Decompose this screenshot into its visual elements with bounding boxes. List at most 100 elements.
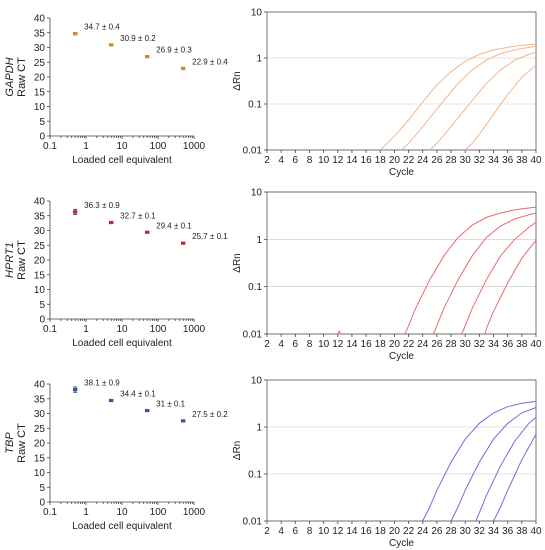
x-tick-label: 1	[83, 141, 89, 152]
y-tick-label: 0.1	[248, 100, 262, 111]
y-tick-label: 30	[34, 409, 46, 420]
x-tick-label: 18	[375, 526, 387, 537]
x-tick-label: 12	[332, 339, 344, 350]
x-tick-label: 36	[502, 526, 514, 537]
x-tick-label: 40	[530, 155, 542, 166]
y-axis-label: ΔRn	[232, 441, 243, 460]
x-tick-label: 20	[389, 155, 401, 166]
data-label: 25.7 ± 0.1	[192, 232, 228, 241]
x-tick-label: 0.1	[43, 141, 57, 152]
x-axis-label: Loaded cell equivalent	[72, 521, 172, 532]
data-point	[144, 230, 150, 234]
x-tick-label: 2	[264, 155, 270, 166]
data-point	[72, 32, 78, 36]
amplification-curve-2	[450, 407, 537, 522]
data-label: 34.7 ± 0.4	[84, 23, 120, 32]
x-tick-label: 2	[264, 526, 270, 537]
x-tick-label: 22	[403, 155, 415, 166]
data-label: 36.3 ± 0.9	[84, 201, 120, 210]
x-tick-label: 24	[417, 526, 429, 537]
ct-panel-hprt1: 0 5 10 15 20 25 30 35 40 0.1 1 10 100 1000 Loaded cell…	[4, 197, 228, 350]
x-axis-label: Cycle	[389, 167, 414, 178]
x-tick-label: 16	[361, 526, 373, 537]
x-tick-label: 22	[403, 526, 415, 537]
data-point	[144, 55, 150, 59]
amplification-curve-4	[464, 64, 537, 151]
y-tick-label: 20	[34, 439, 46, 450]
x-tick-label: 12	[332, 526, 344, 537]
y-axis-label: ΔRn	[232, 253, 243, 272]
y-tick-label: 40	[34, 197, 46, 208]
x-tick-label: 1000	[183, 507, 206, 518]
x-tick-label: 10	[116, 141, 128, 152]
y-tick-label: 1	[256, 423, 262, 434]
amplification-curve-3	[461, 221, 537, 335]
gene-label: HPRT1	[4, 242, 16, 278]
y-tick-label: 10	[251, 8, 263, 19]
x-tick-label: 38	[516, 339, 528, 350]
x-tick-label: 40	[530, 339, 542, 350]
y-tick-label: 25	[34, 58, 46, 69]
y-tick-label: 0	[39, 132, 45, 143]
data-point	[180, 241, 186, 245]
x-tick-label: 16	[361, 339, 373, 350]
x-axis-label: Loaded cell equivalent	[72, 155, 172, 166]
amplification-curve-3	[475, 417, 537, 522]
x-tick-label: 20	[389, 339, 401, 350]
ct-panel-gapdh: 0 5 10 15 20 25 30 35 40 0.1 1 10 100 1000 Loaded cell…	[4, 14, 228, 167]
y-tick-label: 10	[34, 285, 46, 296]
y-axis-label: Raw CT	[16, 240, 28, 280]
x-tick-label: 28	[445, 339, 457, 350]
x-tick-label: 18	[375, 339, 387, 350]
y-axis-label: ΔRn	[232, 71, 243, 90]
y-tick-label: 20	[34, 256, 46, 267]
x-tick-label: 4	[278, 526, 284, 537]
y-tick-label: 10	[34, 468, 46, 479]
data-point	[180, 419, 186, 423]
y-tick-label: 5	[39, 117, 45, 128]
y-tick-label: 20	[34, 73, 46, 84]
x-tick-label: 0.1	[43, 507, 57, 518]
data-point	[108, 220, 114, 225]
x-tick-label: 6	[293, 155, 299, 166]
data-label: 32.7 ± 0.1	[120, 212, 156, 221]
x-tick-label: 6	[293, 526, 299, 537]
x-tick-label: 14	[346, 339, 358, 350]
x-tick-label: 30	[460, 339, 472, 350]
amplification-curve-2	[401, 45, 537, 151]
x-tick-label: 1000	[183, 141, 206, 152]
y-tick-label: 10	[34, 102, 46, 113]
y-axis-label: Raw CT	[16, 423, 28, 463]
y-tick-label: 0.1	[248, 470, 262, 481]
x-tick-label: 10	[318, 526, 330, 537]
x-tick-label: 16	[361, 155, 373, 166]
y-axis-label: Raw CT	[16, 57, 28, 97]
x-tick-label: 14	[346, 526, 358, 537]
y-tick-label: 15	[34, 270, 46, 281]
x-tick-label: 100	[150, 507, 167, 518]
x-tick-label: 32	[474, 526, 486, 537]
amplification-curve-4	[493, 434, 537, 522]
y-tick-label: 15	[34, 453, 46, 464]
x-tick-label: 8	[307, 526, 313, 537]
x-axis-label: Cycle	[389, 538, 414, 549]
data-point	[108, 43, 114, 47]
y-tick-label: 0.1	[248, 282, 262, 293]
x-tick-label: 30	[460, 155, 472, 166]
y-tick-label: 5	[39, 483, 45, 494]
x-tick-label: 38	[516, 155, 528, 166]
amplification-curve-1	[404, 206, 537, 335]
data-point	[72, 388, 78, 392]
y-tick-label: 40	[34, 380, 46, 391]
x-tick-label: 10	[318, 339, 330, 350]
x-tick-label: 8	[307, 339, 313, 350]
amplification-curve-2	[432, 212, 537, 335]
y-tick-label: 0.01	[243, 146, 263, 157]
data-point	[72, 210, 78, 214]
gene-label: TBP	[4, 432, 16, 454]
data-label: 27.5 ± 0.2	[192, 410, 228, 419]
x-tick-label: 32	[474, 155, 486, 166]
